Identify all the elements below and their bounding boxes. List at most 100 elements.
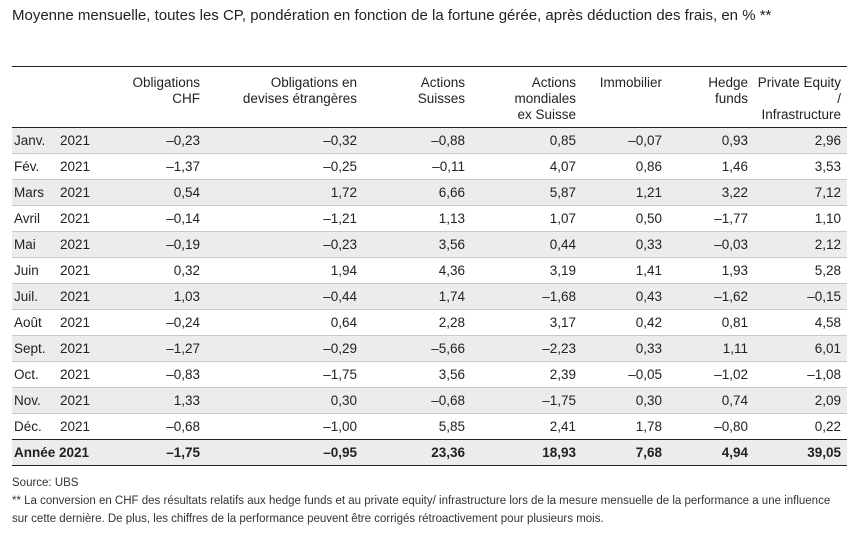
column-header: Obligations CHF [132, 75, 200, 106]
value-cell: 1,13 [363, 205, 471, 232]
year-cell: 2021 [60, 283, 120, 310]
value-cell: 5,28 [754, 257, 847, 284]
value-cell: 0,74 [668, 387, 754, 414]
value-cell: 3,56 [363, 231, 471, 258]
value-cell: 0,22 [754, 413, 847, 440]
month-cell: Oct. [12, 361, 60, 388]
header-row: Obligations CHF Obligations en devises é… [12, 66, 847, 128]
month-cell: Nov. [12, 387, 60, 414]
value-cell: –0,24 [120, 309, 206, 336]
value-cell: 1,33 [120, 387, 206, 414]
value-cell: 4,07 [471, 153, 582, 180]
value-cell: –0,68 [120, 413, 206, 440]
value-cell: –1,75 [206, 361, 363, 388]
year-cell: 2021 [60, 231, 120, 258]
value-cell: –0,07 [582, 127, 668, 154]
total-value-cell: 18,93 [471, 439, 582, 466]
value-cell: 1,21 [582, 179, 668, 206]
value-cell: 0,54 [120, 179, 206, 206]
table-row: Août 2021 –0,24 0,64 2,28 3,17 0,42 0,81 4,58 [12, 309, 847, 336]
total-value-cell: 23,36 [363, 439, 471, 466]
value-cell: 3,19 [471, 257, 582, 284]
value-cell: 2,41 [471, 413, 582, 440]
year-cell: 2021 [60, 205, 120, 232]
total-row: Année 2021 –1,75 –0,95 23,36 18,93 7,68 4,94 39… [12, 439, 847, 466]
value-cell: 2,96 [754, 127, 847, 154]
value-cell: –0,14 [120, 205, 206, 232]
year-cell: 2021 [60, 179, 120, 206]
column-header: Actions mondiales ex Suisse [514, 75, 576, 122]
value-cell: 4,36 [363, 257, 471, 284]
value-cell: –0,32 [206, 127, 363, 154]
value-cell: 1,94 [206, 257, 363, 284]
table-row: Mars 2021 0,54 1,72 6,66 5,87 1,21 3,22 7,12 [12, 179, 847, 206]
value-cell: –1,68 [471, 283, 582, 310]
value-cell: 0,44 [471, 231, 582, 258]
table-row: Janv. 2021 –0,23 –0,32 –0,88 0,85 –0,07 0,93 2,9… [12, 127, 847, 154]
value-cell: 1,46 [668, 153, 754, 180]
header-year [60, 67, 120, 128]
value-cell: –1,21 [206, 205, 363, 232]
value-cell: 3,53 [754, 153, 847, 180]
value-cell: 3,22 [668, 179, 754, 206]
value-cell: 0,85 [471, 127, 582, 154]
value-cell: –1,62 [668, 283, 754, 310]
table-row: Mai 2021 –0,19 –0,23 3,56 0,44 0,33 –0,03 2,12 [12, 231, 847, 258]
table-row: Oct. 2021 –0,83 –1,75 3,56 2,39 –0,05 –1,02 –1,0… [12, 361, 847, 388]
month-cell: Sept. [12, 335, 60, 362]
month-cell: Mars [12, 179, 60, 206]
month-cell: Juin [12, 257, 60, 284]
value-cell: –5,66 [363, 335, 471, 362]
value-cell: 1,74 [363, 283, 471, 310]
value-cell: –0,83 [120, 361, 206, 388]
year-cell: 2021 [60, 127, 120, 154]
column-header: Obligations en devises étrangères [242, 75, 357, 106]
value-cell: 4,58 [754, 309, 847, 336]
total-value-cell: 39,05 [754, 439, 847, 466]
column-header: Hedge funds [708, 75, 748, 106]
total-value-cell: 4,94 [668, 439, 754, 466]
month-cell: Janv. [12, 127, 60, 154]
value-cell: –1,75 [471, 387, 582, 414]
value-cell: –1,37 [120, 153, 206, 180]
table-row: Sept. 2021 –1,27 –0,29 –5,66 –2,23 0,33 1,11 6,0… [12, 335, 847, 362]
value-cell: 2,09 [754, 387, 847, 414]
total-label: Année 2021 [12, 439, 120, 466]
value-cell: –0,05 [582, 361, 668, 388]
value-cell: 1,11 [668, 335, 754, 362]
column-header: Private Equity / Infrastructure [757, 75, 841, 122]
value-cell: –0,29 [206, 335, 363, 362]
source-note: Source: UBS [12, 477, 79, 489]
year-cell: 2021 [60, 153, 120, 180]
value-cell: –1,02 [668, 361, 754, 388]
month-cell: Juil. [12, 283, 60, 310]
value-cell: –0,23 [120, 127, 206, 154]
value-cell: 0,30 [206, 387, 363, 414]
month-cell: Mai [12, 231, 60, 258]
value-cell: 1,41 [582, 257, 668, 284]
value-cell: –0,23 [206, 231, 363, 258]
value-cell: 0,43 [582, 283, 668, 310]
value-cell: 1,03 [120, 283, 206, 310]
value-cell: 0,64 [206, 309, 363, 336]
month-cell: Fév. [12, 153, 60, 180]
value-cell: 0,81 [668, 309, 754, 336]
month-cell: Avril [12, 205, 60, 232]
value-cell: 0,86 [582, 153, 668, 180]
table-row: Déc. 2021 –0,68 –1,00 5,85 2,41 1,78 –0,80 0,22 [12, 413, 847, 440]
footnote: ** La conversion en CHF des résultats re… [12, 495, 831, 525]
table-row: Fév. 2021 –1,37 –0,25 –0,11 4,07 0,86 1,46 3,53 [12, 153, 847, 180]
value-cell: 0,93 [668, 127, 754, 154]
year-cell: 2021 [60, 413, 120, 440]
value-cell: –0,15 [754, 283, 847, 310]
value-cell: –0,03 [668, 231, 754, 258]
column-header: Immobilier [599, 75, 662, 90]
year-cell: 2021 [60, 335, 120, 362]
year-cell: 2021 [60, 387, 120, 414]
value-cell: –1,00 [206, 413, 363, 440]
footer: Source: UBS ** La conversion en CHF des … [12, 474, 842, 528]
value-cell: 0,33 [582, 335, 668, 362]
value-cell: 1,72 [206, 179, 363, 206]
value-cell: –0,19 [120, 231, 206, 258]
value-cell: 0,50 [582, 205, 668, 232]
